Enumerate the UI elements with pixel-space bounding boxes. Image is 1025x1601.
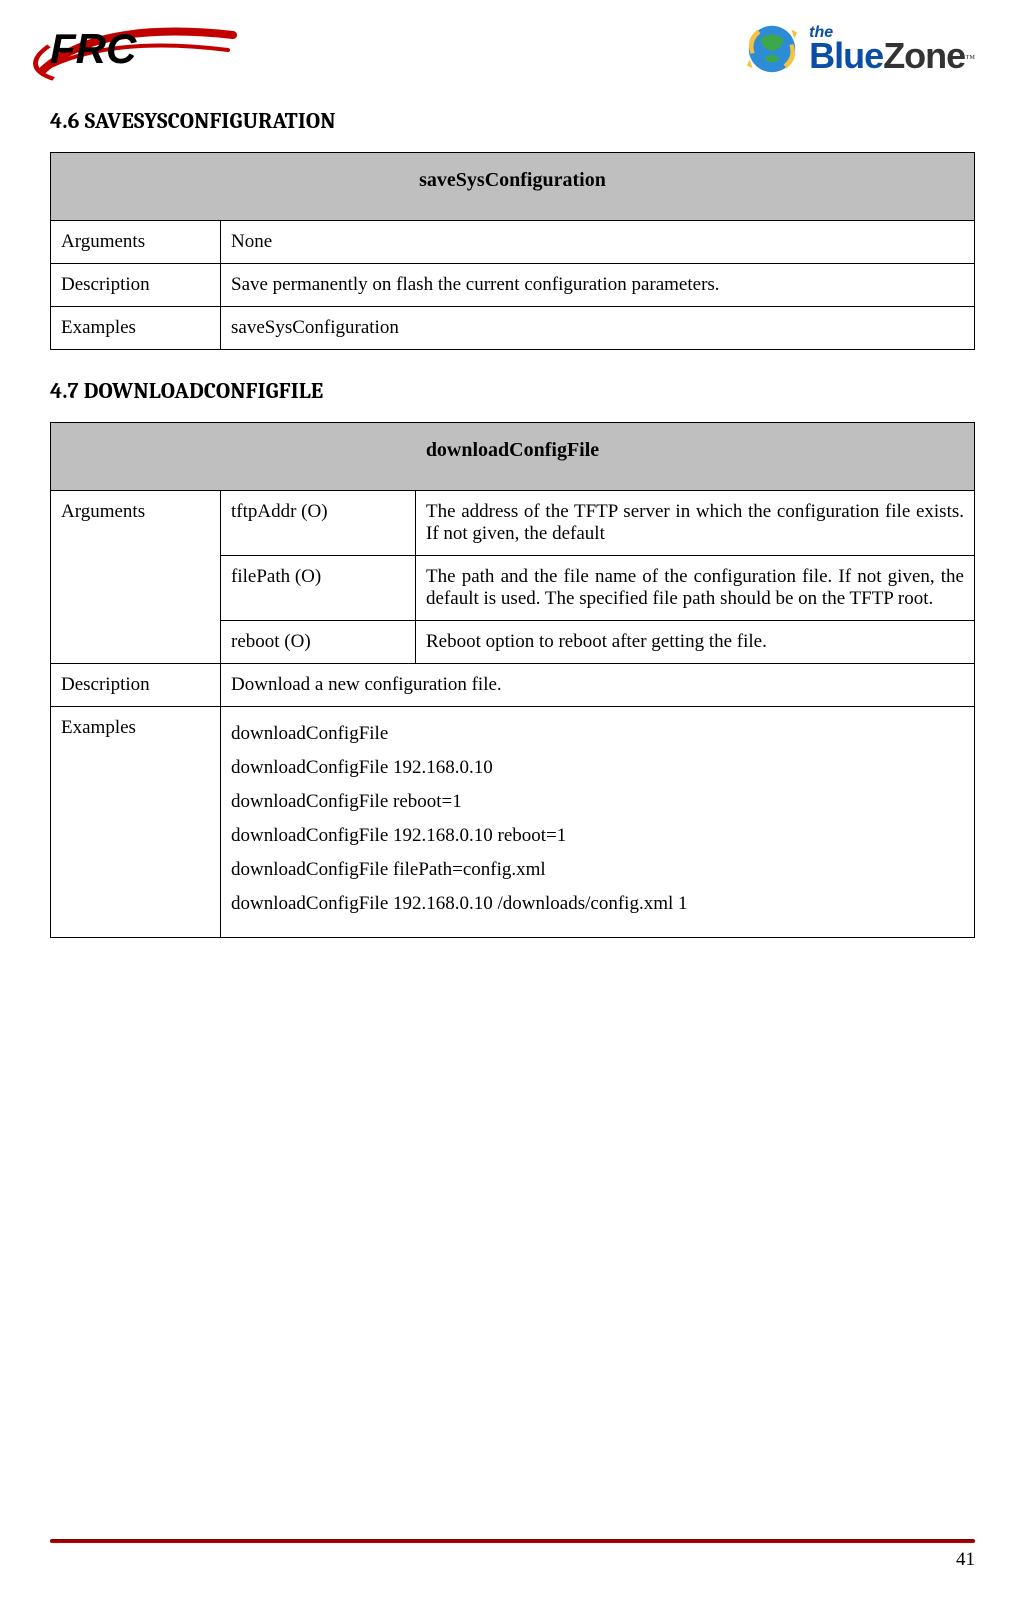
bluezone-zone: Zone bbox=[883, 35, 965, 76]
table-title: saveSysConfiguration bbox=[51, 153, 975, 221]
arg-name-0: tftpAddr (O) bbox=[221, 491, 416, 556]
arg-desc-2: Reboot option to reboot after getting th… bbox=[416, 621, 975, 664]
page-footer: 41 bbox=[50, 1539, 975, 1571]
globe-icon bbox=[743, 20, 801, 78]
footer-rule bbox=[50, 1539, 975, 1543]
row-label-examples: Examples bbox=[51, 307, 221, 350]
arg-desc-1: The path and the file name of the config… bbox=[416, 556, 975, 621]
row-label-arguments: Arguments bbox=[51, 491, 221, 664]
row-value-arguments: None bbox=[221, 221, 975, 264]
row-label-description: Description bbox=[51, 664, 221, 707]
arg-desc-0: The address of the TFTP server in which … bbox=[416, 491, 975, 556]
bluezone-logo: the BlueZone™ bbox=[743, 20, 975, 78]
row-value-examples: saveSysConfiguration bbox=[221, 307, 975, 350]
bluezone-tm: ™ bbox=[965, 54, 975, 65]
bluezone-blue: Blue bbox=[809, 35, 883, 76]
section-heading-4-7: 4.7 DOWNLOADCONFIGFILE bbox=[50, 378, 975, 404]
row-value-examples: downloadConfigFile downloadConfigFile 19… bbox=[221, 707, 975, 938]
table-title: downloadConfigFile bbox=[51, 423, 975, 491]
frc-logo-text: FRC bbox=[50, 25, 136, 72]
page: FRC the BlueZone™ bbox=[0, 0, 1025, 1601]
bluezone-text: the BlueZone™ bbox=[809, 26, 975, 73]
example-line: downloadConfigFile reboot=1 bbox=[231, 791, 964, 813]
row-label-description: Description bbox=[51, 264, 221, 307]
row-label-examples: Examples bbox=[51, 707, 221, 938]
section-heading-4-6: 4.6 SAVESYSCONFIGURATION bbox=[50, 108, 975, 134]
downloadconfigfile-table: downloadConfigFile Arguments tftpAddr (O… bbox=[50, 422, 975, 938]
row-label-arguments: Arguments bbox=[51, 221, 221, 264]
header: FRC the BlueZone™ bbox=[50, 20, 975, 78]
row-value-description: Download a new configuration file. bbox=[221, 664, 975, 707]
example-line: downloadConfigFile bbox=[231, 723, 964, 745]
page-number: 41 bbox=[50, 1549, 975, 1571]
arg-name-1: filePath (O) bbox=[221, 556, 416, 621]
example-line: downloadConfigFile 192.168.0.10 /downloa… bbox=[231, 893, 964, 915]
frc-logo: FRC bbox=[50, 25, 166, 73]
savesysconfiguration-table: saveSysConfiguration Arguments None Desc… bbox=[50, 152, 975, 350]
example-line: downloadConfigFile filePath=config.xml bbox=[231, 859, 964, 881]
example-line: downloadConfigFile 192.168.0.10 reboot=1 bbox=[231, 825, 964, 847]
arg-name-2: reboot (O) bbox=[221, 621, 416, 664]
row-value-description: Save permanently on flash the current co… bbox=[221, 264, 975, 307]
example-line: downloadConfigFile 192.168.0.10 bbox=[231, 757, 964, 779]
